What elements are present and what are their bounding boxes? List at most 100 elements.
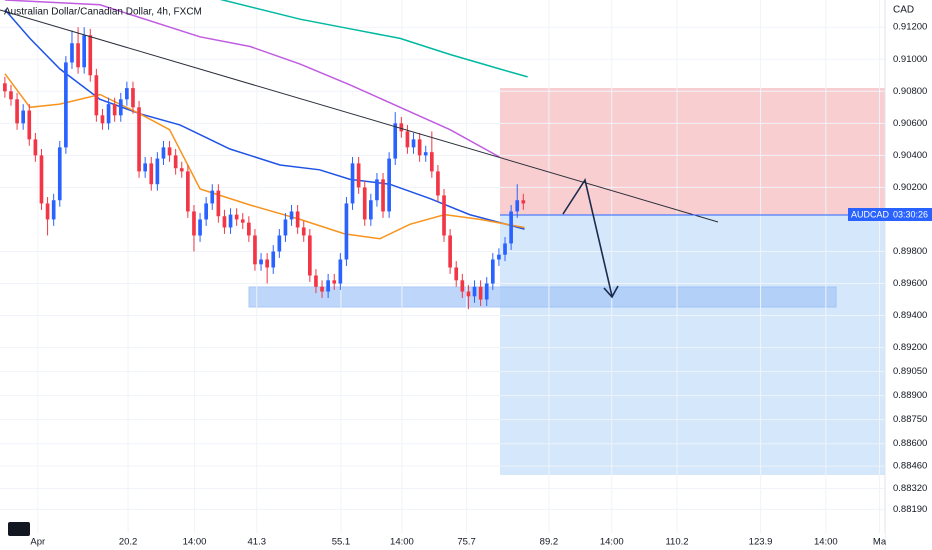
- y-tick-label: 0.89050: [893, 366, 927, 377]
- candle-body: [295, 211, 300, 228]
- candle-body: [503, 243, 507, 255]
- y-tick-label: 0.88750: [893, 414, 927, 425]
- candle-body: [490, 259, 495, 284]
- candle-body: [125, 88, 129, 100]
- candle-body: [51, 200, 56, 220]
- x-tick-label: 89.2: [540, 537, 559, 548]
- x-tick-label: Apr: [30, 537, 45, 548]
- chart-title: Australian Dollar/Canadian Dollar, 4h, F…: [4, 7, 202, 18]
- candle-body: [417, 139, 422, 156]
- candle-body: [448, 235, 452, 268]
- candle-body: [356, 163, 361, 188]
- candle-body: [143, 163, 147, 172]
- y-tick-label: 0.88600: [893, 438, 927, 449]
- candles: [3, 27, 526, 310]
- x-tick-label: 14:00: [183, 537, 207, 548]
- candle-body: [411, 139, 416, 148]
- candle-body: [228, 214, 233, 228]
- candle-body: [478, 286, 483, 300]
- candle-body: [265, 259, 269, 268]
- candle-body: [82, 35, 86, 68]
- candle-body: [94, 75, 99, 116]
- countdown: 03:30:26: [893, 209, 928, 219]
- logo-mark: [8, 522, 30, 536]
- candle-body: [253, 235, 257, 265]
- candle-body: [326, 280, 330, 292]
- x-tick-label: 55.1: [332, 537, 351, 548]
- trend-line: [0, 9, 719, 223]
- y-tick-label: 0.89600: [893, 278, 927, 289]
- y-tick-label: 0.91000: [893, 54, 927, 65]
- candle-body: [161, 147, 166, 159]
- candle-body: [21, 110, 26, 124]
- candle-body: [375, 179, 379, 201]
- symbol-label: AUDCAD: [851, 209, 890, 219]
- candle-body: [308, 235, 312, 276]
- x-tick-label: 75.7: [457, 537, 476, 548]
- candle-body: [283, 219, 288, 236]
- candle-body: [314, 275, 318, 287]
- candle-body: [247, 222, 251, 236]
- candle-body: [460, 280, 465, 292]
- candle-body: [3, 83, 7, 92]
- candle-body: [466, 291, 471, 297]
- moving-average: [4, 0, 500, 158]
- candle-body: [131, 88, 135, 108]
- target-zone: [500, 215, 885, 475]
- candle-body: [137, 107, 141, 172]
- y-tick-label: 0.91200: [893, 22, 927, 33]
- candle-body: [186, 171, 190, 212]
- price-axis: [885, 0, 932, 550]
- x-tick-label: 123.9: [749, 537, 773, 548]
- support-zone: [248, 286, 837, 308]
- candle-body: [301, 227, 306, 236]
- x-tick-label: Ma: [873, 537, 887, 548]
- y-tick-label: 0.90800: [893, 86, 927, 97]
- logo: [8, 522, 30, 536]
- candle-body: [405, 131, 410, 148]
- candle-body: [57, 147, 62, 201]
- candle-body: [210, 190, 215, 204]
- candle-body: [192, 211, 196, 236]
- candle-body: [39, 155, 44, 204]
- candle-body: [289, 211, 294, 220]
- candle-body: [515, 200, 520, 212]
- candle-body: [338, 259, 343, 284]
- candle-body: [350, 163, 355, 204]
- candle-body: [118, 99, 123, 116]
- candle-body: [369, 200, 373, 220]
- candle-body: [442, 195, 446, 236]
- drawings: [248, 88, 885, 475]
- annotations: [0, 9, 885, 299]
- candle-body: [521, 200, 526, 204]
- plot: [0, 0, 885, 535]
- moving-average: [219, 0, 528, 78]
- x-tick-label: 41.3: [248, 537, 267, 548]
- candle-body: [454, 267, 459, 281]
- y-tick-label: 0.88190: [893, 504, 927, 515]
- candle-body: [277, 235, 282, 252]
- y-tick-label: 0.90400: [893, 150, 927, 161]
- y-tick-label: 0.88900: [893, 390, 927, 401]
- candle-body: [332, 280, 337, 284]
- candle-body: [155, 158, 160, 185]
- candle-body: [393, 123, 398, 159]
- candle-body: [106, 104, 111, 124]
- candle-body: [70, 43, 74, 63]
- candle-body: [344, 203, 349, 260]
- y-tick-label: 0.88320: [893, 483, 927, 494]
- stop-zone: [500, 88, 885, 215]
- candle-body: [387, 158, 391, 212]
- y-tick-label: 0.89200: [893, 342, 927, 353]
- candle-body: [381, 179, 385, 212]
- y-tick-label: 0.90200: [893, 182, 927, 193]
- candle-body: [429, 152, 434, 172]
- candle-body: [436, 171, 440, 196]
- x-tick-label: 14:00: [814, 537, 838, 548]
- candle-body: [240, 219, 245, 223]
- candle-body: [509, 211, 513, 244]
- candle-body: [173, 155, 178, 169]
- arrow-head: [603, 285, 619, 299]
- candle-body: [88, 35, 93, 76]
